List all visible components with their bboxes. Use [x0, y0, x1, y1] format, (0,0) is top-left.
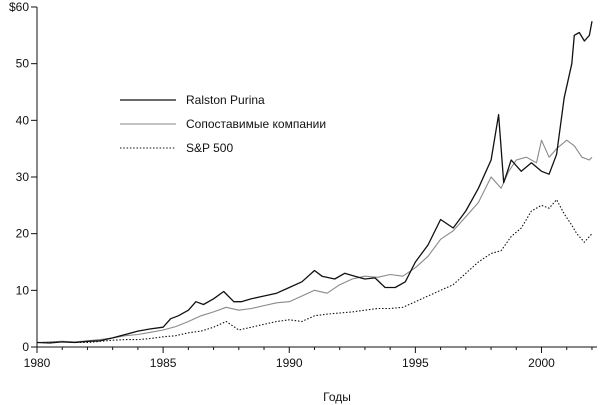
series-lines: [36, 21, 593, 344]
x-tick-label: 1980: [24, 356, 51, 370]
y-axis-ticks: 0 10 20 30 40 50 $60: [9, 0, 37, 354]
y-tick-label: 20: [16, 227, 30, 241]
y-tick-label: 30: [16, 170, 30, 184]
series-line-1: [36, 139, 593, 344]
x-tick-label: 1995: [402, 356, 429, 370]
y-tick-label: 40: [16, 113, 30, 127]
legend: Ralston Purina Сопоставимые компании S&P…: [120, 93, 326, 155]
y-tick-label: 50: [16, 57, 30, 71]
y-tick-label: 10: [16, 283, 30, 297]
legend-label-ralston-purina: Ralston Purina: [186, 93, 265, 107]
series-line-0: [36, 21, 593, 344]
legend-label-peer-companies: Сопоставимые компании: [186, 117, 326, 131]
x-axis-ticks: 1980 1985 1990 1995 2000: [24, 347, 593, 370]
x-tick-label: 1990: [276, 356, 303, 370]
y-tick-label: $60: [9, 0, 29, 14]
x-tick-label: 2000: [528, 356, 555, 370]
legend-label-sp500: S&P 500: [186, 141, 233, 155]
x-axis-title: Годы: [323, 390, 351, 404]
y-tick-label: 0: [22, 340, 29, 354]
series-line-2: [37, 199, 593, 344]
x-tick-label: 1985: [150, 356, 177, 370]
